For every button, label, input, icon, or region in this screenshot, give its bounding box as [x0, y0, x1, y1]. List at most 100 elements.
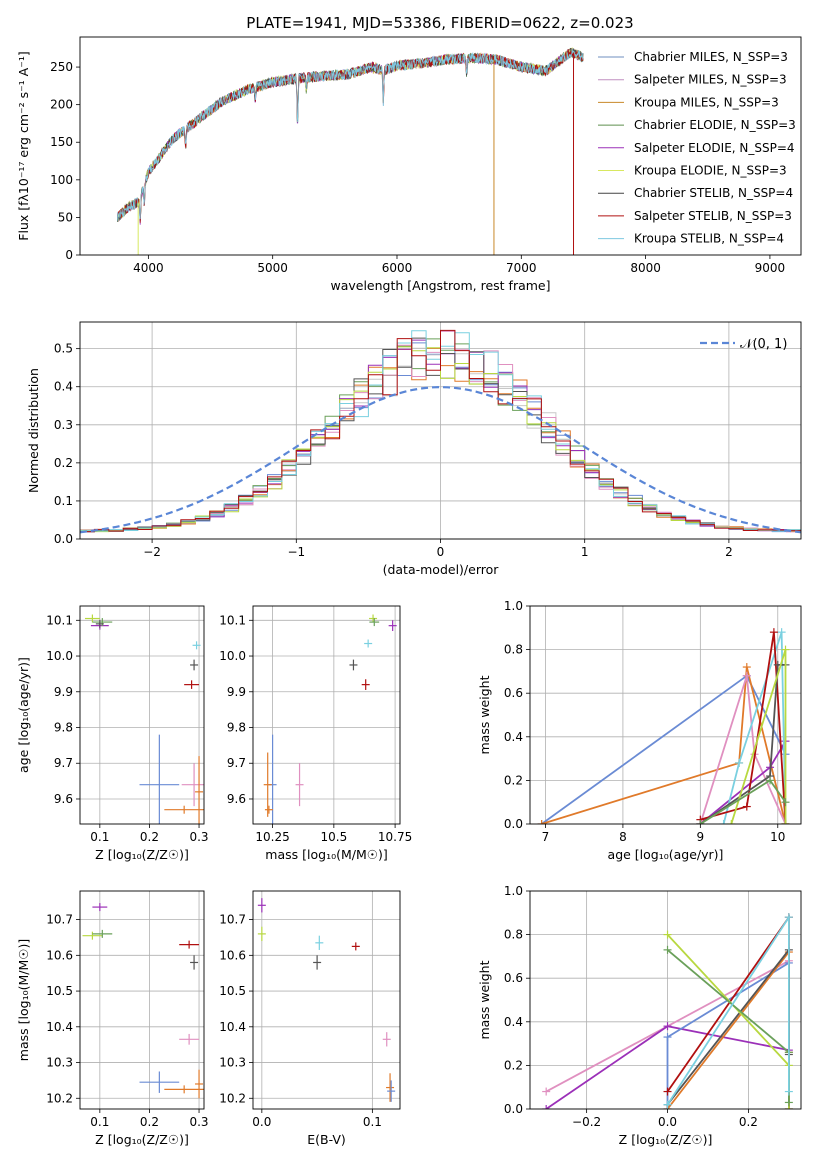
axes-frame — [252, 890, 401, 1110]
x-tick-label: 2 — [725, 545, 733, 559]
y-tick-label: 9.8 — [227, 721, 246, 735]
legend-label: Kroupa STELIB, N_SSP=4 — [634, 232, 784, 246]
y-tick-label: 10.2 — [46, 1091, 73, 1105]
axes: 0.0 0.1 10.2 10.3 10.4 10.5 10.6 10.7 E(B-V) — [219, 890, 401, 1147]
y-tick-label: 9.6 — [227, 792, 246, 806]
y-tick-label: 9.9 — [54, 685, 73, 699]
data-point — [82, 931, 103, 940]
axes-frame — [79, 36, 802, 256]
x-tick-label: 0.1 — [90, 1115, 109, 1129]
y-tick-label: 1.0 — [504, 599, 523, 613]
axes-frame — [79, 605, 205, 825]
plot-area — [82, 903, 204, 1099]
data-point — [257, 926, 266, 942]
x-tick-label: 0.2 — [140, 830, 159, 844]
grid — [80, 606, 204, 824]
data-point — [192, 641, 201, 650]
data-point — [264, 805, 273, 814]
plot-area — [80, 329, 801, 534]
x-axis-label: wavelength [Angstrom, rest frame] — [330, 278, 550, 293]
data-point — [92, 618, 113, 627]
y-tick-label: 10.3 — [219, 1056, 246, 1070]
grid — [80, 891, 204, 1109]
y-tick-label: 9.7 — [54, 756, 73, 770]
data-point — [184, 680, 200, 689]
x-axis-label: (data-model)/error — [383, 562, 500, 577]
data-point — [195, 756, 204, 824]
x-tick-label: 0 — [437, 545, 445, 559]
y-tick-label: 10.7 — [46, 913, 73, 927]
y-tick-label: 0.0 — [504, 1102, 523, 1116]
y-tick-label: 10.1 — [219, 613, 246, 627]
axes-frame — [79, 890, 205, 1110]
plot-area — [537, 628, 790, 824]
x-tick-label: 0.3 — [189, 1115, 208, 1129]
y-axis-label: age [log₁₀(age/yr)] — [16, 657, 31, 773]
y-tick-label: 0.2 — [504, 1058, 523, 1072]
x-tick-label: 7000 — [506, 261, 537, 275]
legend-label: 𝒩(0, 1) — [740, 337, 787, 352]
grid — [530, 890, 801, 1110]
y-tick-label: 0.0 — [504, 817, 523, 831]
y-tick-label: 9.7 — [227, 756, 246, 770]
x-tick-label: 4000 — [133, 261, 164, 275]
x-tick-label: 0.2 — [739, 1115, 758, 1129]
x-tick-label: 10.25 — [255, 830, 289, 844]
y-tick-label: 0.0 — [54, 532, 73, 546]
legend-label: Chabrier MILES, N_SSP=3 — [634, 50, 788, 64]
data-point — [95, 619, 104, 628]
x-tick-label: −0.2 — [572, 1115, 601, 1129]
y-tick-label: 10.4 — [219, 1020, 246, 1034]
x-tick-label: −2 — [143, 545, 161, 559]
axes: −2 −1 0 1 2 0.0 0.1 0.2 0.3 0.4 0.5 (data-model)/er… — [26, 321, 802, 577]
y-tick-label: 0.6 — [504, 686, 523, 700]
y-tick-label: 0.4 — [504, 730, 523, 744]
data-point — [84, 614, 100, 623]
y-tick-label: 0.5 — [54, 342, 73, 356]
mass-weight-line — [541, 666, 787, 824]
y-tick-label: 9.8 — [54, 721, 73, 735]
y-tick-label: 1.0 — [504, 884, 523, 898]
data-point — [181, 763, 204, 807]
x-axis-label: age [log₁₀(age/yr)] — [608, 847, 724, 862]
x-tick-label: 5000 — [257, 261, 288, 275]
data-point — [92, 929, 113, 938]
data-point — [313, 955, 322, 970]
data-point — [139, 734, 180, 824]
data-point — [257, 898, 266, 913]
y-tick-label: 10.2 — [219, 1091, 246, 1105]
x-tick-label: 8000 — [630, 261, 661, 275]
y-tick-label: 9.6 — [54, 792, 73, 806]
x-tick-label: 7 — [542, 830, 550, 844]
x-tick-label: 9000 — [755, 261, 786, 275]
x-axis-label: mass [log₁₀(M/M☉)] — [265, 847, 387, 862]
panel-3: 10.25 10.5 10.75 9.6 9.7 9.8 9.9 10.0 10.1 mass [… — [219, 605, 412, 862]
x-tick-label: 0.0 — [658, 1115, 677, 1129]
y-axis-label: Flux [fλ10⁻¹⁷ erg cm⁻² s⁻¹ A⁻¹] — [16, 51, 31, 240]
axes: 7 8 9 10 0.0 0.2 0.4 0.6 0.8 1.0 age [log₁₀(age/yr… — [477, 599, 802, 862]
y-tick-label: 10.4 — [46, 1020, 73, 1034]
panel-1: −2 −1 0 1 2 0.0 0.1 0.2 0.3 0.4 0.5 (data-model)/er… — [26, 321, 802, 577]
x-tick-label: 1 — [581, 545, 589, 559]
y-tick-label: 10.5 — [219, 984, 246, 998]
x-tick-label: 8 — [619, 830, 627, 844]
mass-weight-line — [700, 632, 787, 824]
normal-reference-curve — [80, 385, 801, 534]
legend-label: Salpeter ELODIE, N_SSP=4 — [634, 141, 795, 155]
plot-area — [84, 614, 204, 824]
y-tick-label: 200 — [50, 98, 73, 112]
panel-0: 4000 5000 6000 7000 8000 9000 0 50 100 150 200 250 w… — [16, 36, 802, 293]
data-point — [164, 805, 204, 814]
panel-2: 0.1 0.2 0.3 9.6 9.7 9.8 9.9 10.0 10.1 Z [log₁₀(Z/… — [16, 605, 209, 862]
data-point — [179, 940, 200, 949]
y-tick-label: 10.6 — [46, 948, 73, 962]
data-point — [364, 639, 373, 648]
legend: 𝒩(0, 1) — [700, 337, 787, 352]
x-tick-label: 6000 — [382, 261, 413, 275]
legend-label: Salpeter STELIB, N_SSP=3 — [634, 209, 792, 223]
grid — [253, 891, 400, 1109]
x-axis-label: E(B-V) — [307, 1132, 346, 1147]
y-axis-label: mass weight — [477, 960, 492, 1039]
y-tick-label: 10.5 — [46, 984, 73, 998]
